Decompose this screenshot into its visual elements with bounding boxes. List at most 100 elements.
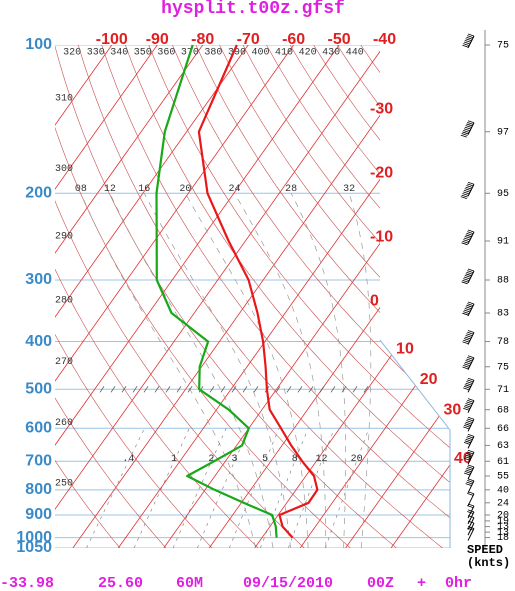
barb-flag — [465, 334, 472, 338]
dry-adiabat-label: 310 — [55, 93, 73, 104]
barb-flag — [461, 242, 468, 246]
barb-flag — [465, 454, 472, 458]
barb-flag — [467, 491, 475, 495]
barb-flag — [467, 330, 475, 333]
wind-barb — [463, 464, 475, 480]
wind-barb — [461, 229, 475, 246]
wind-speed-label: 63 — [497, 441, 509, 452]
barb-flag — [465, 483, 472, 487]
barb-flag — [463, 129, 470, 133]
barb-flag — [467, 511, 474, 514]
barb-flag — [467, 493, 474, 496]
barb-flag — [464, 188, 471, 192]
temperature-label: -100 — [96, 31, 128, 48]
barb-staff — [467, 493, 475, 507]
chart-title: hysplit.t00z.gfsf — [161, 0, 345, 19]
barb-flag — [463, 339, 470, 343]
hatch — [209, 386, 215, 393]
barb-flag — [462, 193, 469, 196]
barb-flag — [466, 437, 473, 440]
barb-flag — [460, 196, 467, 200]
barb-staff — [467, 184, 475, 197]
pressure-label: 500 — [25, 381, 52, 398]
hatch — [319, 386, 325, 393]
barb-flag — [467, 505, 474, 509]
mixing-ratio-line — [260, 428, 309, 548]
barb-flag — [467, 515, 475, 518]
dry-adiabat — [55, 45, 259, 548]
moist-adiabat-label: 16 — [138, 184, 150, 195]
wind-speed-label: 95 — [497, 189, 509, 200]
barb-flag — [463, 311, 470, 314]
mixing-ratio-line — [133, 428, 190, 548]
barb-flag — [463, 387, 470, 391]
temperature-label: -10 — [370, 229, 393, 246]
barb-flag — [464, 471, 471, 474]
barb-flag — [462, 312, 469, 316]
dry-adiabat — [242, 45, 450, 548]
barb-flag — [463, 41, 471, 45]
isotherm — [55, 45, 249, 548]
barb-flag — [467, 399, 474, 403]
barb-flag — [466, 453, 473, 456]
barb-flag — [463, 239, 470, 242]
wind-barb — [462, 330, 475, 345]
wind-barb — [461, 268, 475, 285]
mixing-ratio-line — [197, 428, 250, 548]
isotherm — [55, 45, 158, 548]
mixing-ratio-label: 8 — [292, 454, 298, 465]
mixing-ratio-label: .4 — [122, 454, 134, 465]
barb-staff — [467, 357, 475, 370]
dry-adiabat-label: 250 — [55, 478, 73, 489]
barb-flag — [467, 451, 474, 455]
hatch — [297, 386, 303, 393]
wind-barb — [463, 449, 475, 465]
barb-flag — [466, 304, 473, 308]
mixing-ratio-line — [229, 428, 280, 548]
pressure-label: 400 — [25, 333, 52, 350]
dry-adiabat — [336, 45, 450, 548]
barb-flag — [467, 33, 475, 37]
barb-flag — [465, 234, 472, 238]
dry-adiabat-label: 440 — [346, 48, 364, 59]
barb-flag — [462, 279, 469, 283]
temperature-label: 10 — [396, 341, 414, 358]
dry-adiabat-label: 320 — [63, 48, 81, 59]
dry-adiabat-label: 380 — [204, 48, 222, 59]
temperature-label: 30 — [444, 402, 462, 419]
isotherm — [254, 45, 450, 548]
barb-flag — [465, 38, 472, 42]
wind-speed-label: 83 — [497, 309, 509, 320]
pressure-label: 1000 — [16, 529, 52, 546]
barb-flag — [463, 309, 471, 313]
dry-adiabat — [148, 45, 450, 548]
barb-flag — [467, 435, 474, 439]
wind-barb — [467, 515, 475, 530]
moist-adiabat — [290, 193, 347, 548]
wind-speed-label: 68 — [497, 405, 509, 416]
barb-flag — [463, 457, 471, 461]
barb-flag — [465, 438, 472, 442]
temperature-label: -50 — [328, 31, 351, 48]
plot-area — [55, 45, 450, 548]
pressure-label: 800 — [25, 481, 52, 498]
dry-adiabat — [55, 45, 351, 548]
barb-flag — [460, 134, 467, 138]
hatch — [132, 386, 138, 393]
barb-flag — [467, 303, 474, 306]
dry-adiabat — [55, 45, 121, 548]
dry-adiabat — [266, 45, 450, 548]
isotherm — [117, 45, 450, 548]
mixing-ratio-label: 5 — [262, 454, 268, 465]
barb-flag — [465, 403, 472, 406]
barb-flag — [461, 281, 468, 285]
dry-adiabat — [55, 45, 397, 548]
dry-adiabat-label: 330 — [87, 48, 105, 59]
temperature-label: -30 — [370, 101, 393, 118]
moist-adiabat-label: 20 — [179, 184, 191, 195]
barb-flag — [463, 128, 471, 132]
barb-staff — [467, 303, 475, 317]
barb-flag — [465, 360, 472, 363]
barb-flag — [465, 306, 472, 310]
